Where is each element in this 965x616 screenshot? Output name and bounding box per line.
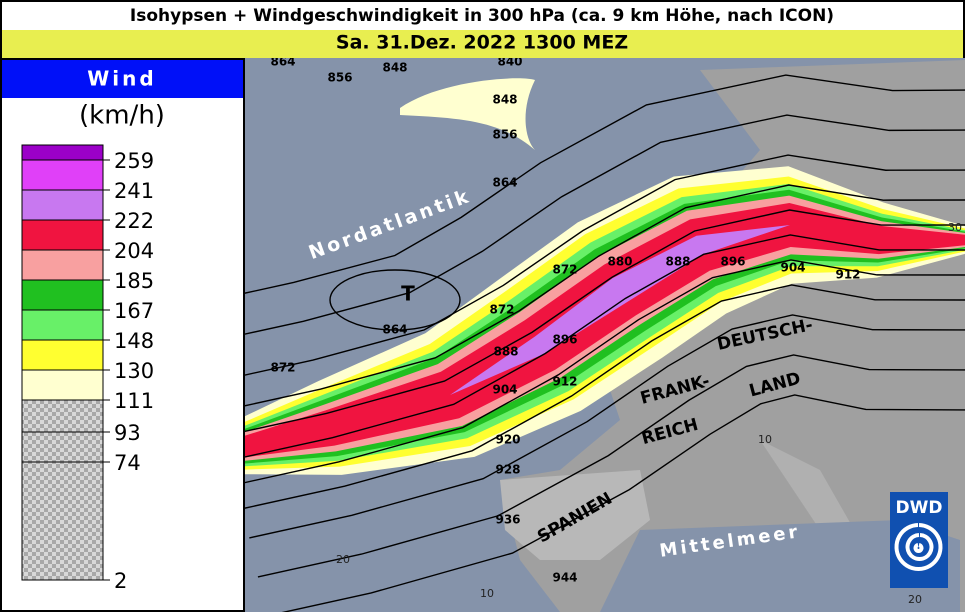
contour-label: 888 bbox=[665, 255, 690, 269]
contour-label: 888 bbox=[493, 345, 518, 359]
legend-label: 185 bbox=[114, 269, 154, 293]
contour-line bbox=[245, 209, 965, 433]
legend-swatch bbox=[22, 145, 103, 160]
contour-label: 936 bbox=[495, 513, 520, 527]
contour-label: 904 bbox=[780, 261, 805, 275]
legend-swatch bbox=[22, 190, 103, 220]
legend-swatch bbox=[22, 340, 103, 370]
contour-label: 848 bbox=[382, 61, 407, 75]
contour-label: 880 bbox=[607, 255, 632, 269]
contour-line bbox=[257, 354, 965, 578]
legend-swatch bbox=[22, 310, 103, 340]
contour-line bbox=[245, 184, 965, 407]
legend-swatch bbox=[22, 250, 103, 280]
contour-label: 928 bbox=[495, 463, 520, 477]
legend-label: 204 bbox=[114, 239, 154, 263]
legend-label: 111 bbox=[114, 389, 154, 413]
contour-line bbox=[245, 284, 965, 509]
legend-label: 93 bbox=[114, 421, 141, 445]
contour-line bbox=[245, 259, 965, 484]
jet-bands bbox=[245, 166, 965, 475]
contour-label: 856 bbox=[327, 71, 352, 85]
contour-label: 840 bbox=[497, 55, 522, 69]
low-contour bbox=[329, 269, 461, 331]
logo-text: DWD bbox=[896, 498, 943, 518]
sea-med bbox=[600, 520, 960, 612]
legend-swatch bbox=[22, 370, 103, 400]
legend-title: Wind bbox=[87, 67, 156, 91]
contour-line bbox=[245, 114, 965, 335]
contour-label: 864 bbox=[270, 55, 295, 69]
contour-line bbox=[281, 394, 965, 612]
legend-swatch bbox=[22, 220, 103, 250]
legend-swatch bbox=[22, 400, 103, 580]
contours bbox=[245, 74, 965, 612]
contour-label: 864 bbox=[382, 323, 407, 337]
legend-label: 148 bbox=[114, 329, 154, 353]
legend-unit: (km/h) bbox=[79, 101, 165, 131]
contour-label: 904 bbox=[492, 383, 517, 397]
jet-patch bbox=[400, 78, 535, 150]
contour-line bbox=[245, 74, 965, 294]
legend-label: 2 bbox=[114, 569, 127, 593]
legend-title-box bbox=[2, 60, 243, 98]
contour-label: 856 bbox=[492, 128, 517, 142]
contour-label: 912 bbox=[552, 375, 577, 389]
contour-label: 872 bbox=[489, 303, 514, 317]
legend-label: 241 bbox=[114, 179, 154, 203]
contour-label: 912 bbox=[835, 268, 860, 282]
logo-swirl bbox=[894, 523, 943, 571]
contour-line bbox=[245, 234, 965, 458]
header-top bbox=[2, 2, 963, 30]
contour-label: 896 bbox=[720, 255, 745, 269]
contour-line bbox=[245, 154, 965, 376]
map-label: T bbox=[401, 282, 415, 306]
map: 864 856 848 840 848 856 864 864 872 872 872 880 888 8… bbox=[245, 55, 965, 612]
contour-label: 872 bbox=[552, 263, 577, 277]
grid-label: 20 bbox=[908, 593, 922, 606]
land-iberia bbox=[500, 470, 650, 560]
contour-label: 848 bbox=[492, 93, 517, 107]
grid-label: 10 bbox=[758, 433, 772, 446]
legend-label: 74 bbox=[114, 451, 141, 475]
header-subtitle: Sa. 31.Dez. 2022 1300 MEZ bbox=[336, 32, 628, 54]
legend-swatch bbox=[22, 160, 103, 190]
legend-swatch bbox=[22, 280, 103, 310]
contour-label: 944 bbox=[552, 571, 577, 585]
legend-scale: 259 241 222 204 185 167 148 130 111 93 74 2 bbox=[21, 144, 154, 593]
legend-label: 130 bbox=[114, 359, 154, 383]
contour-line bbox=[249, 314, 965, 539]
grid-label: 30 bbox=[948, 221, 962, 234]
legend-label: 222 bbox=[114, 209, 154, 233]
grid-label: 10 bbox=[480, 587, 494, 600]
contour-label: 896 bbox=[552, 333, 577, 347]
grid-label: 20 bbox=[336, 553, 350, 566]
header-title: Isohypsen + Windgeschwindigkeit in 300 h… bbox=[130, 6, 834, 26]
legend-label: 259 bbox=[114, 149, 154, 173]
contour-label: 920 bbox=[495, 433, 520, 447]
contour-label: 864 bbox=[492, 176, 517, 190]
wind-band bbox=[245, 202, 965, 458]
legend-label: 167 bbox=[114, 299, 154, 323]
contour-label: 872 bbox=[270, 361, 295, 375]
